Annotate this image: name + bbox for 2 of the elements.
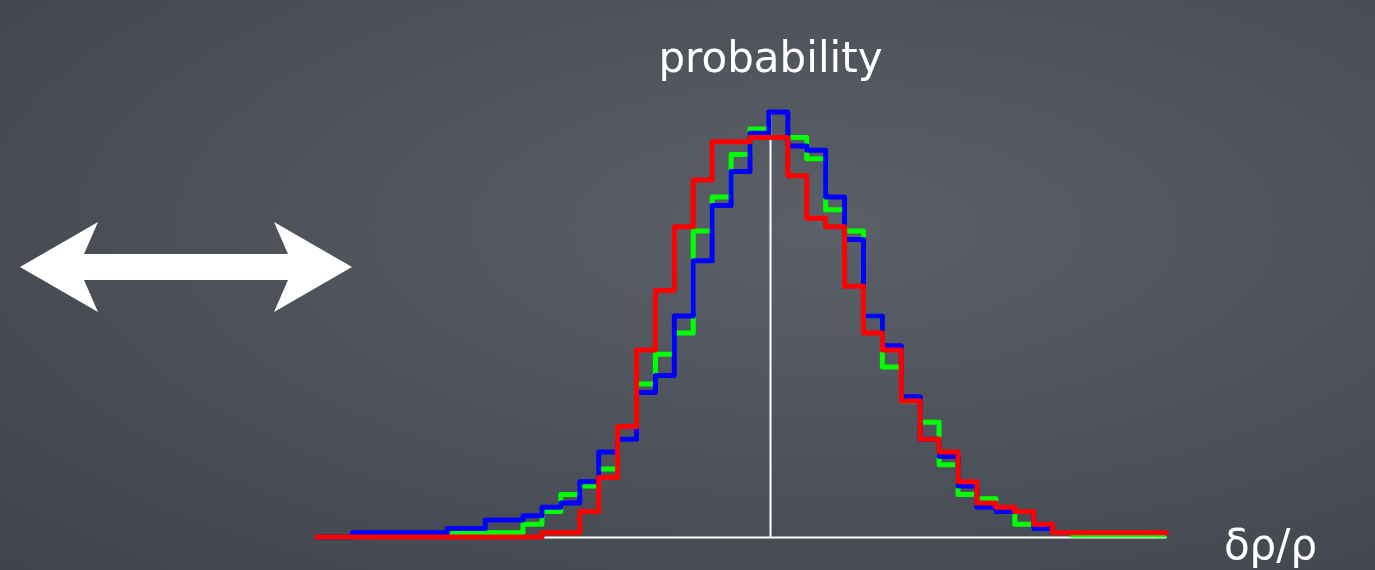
x-axis-title: δρ/ρ <box>1223 519 1318 569</box>
y-axis-title: probability <box>658 32 883 82</box>
